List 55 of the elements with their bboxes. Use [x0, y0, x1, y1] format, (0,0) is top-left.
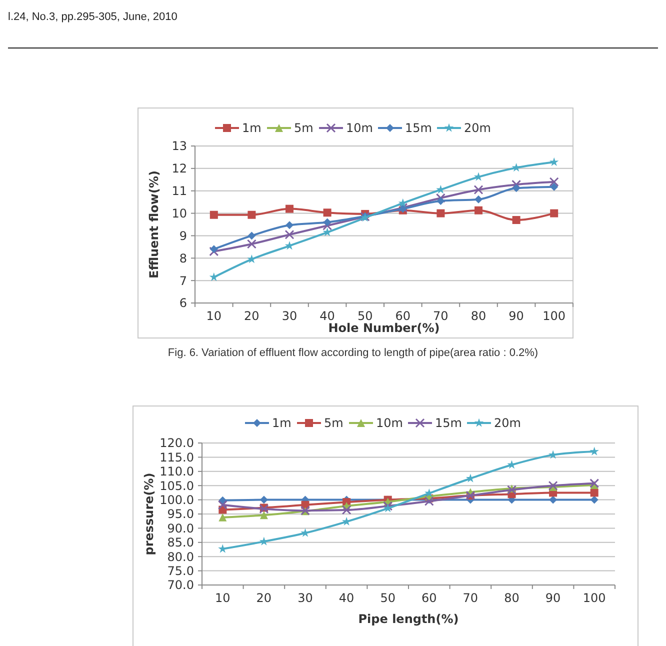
x-axis-title: Pipe length(%) — [358, 612, 459, 626]
legend-label: 1m — [242, 121, 262, 136]
y-tick-label: 9 — [179, 228, 187, 243]
x-tick-label: 90 — [508, 309, 524, 323]
y-axis-title: Effluent flow(%) — [147, 170, 161, 278]
x-tick-label: 20 — [244, 309, 260, 323]
legend-label: 5m — [324, 416, 344, 430]
x-tick-label: 10 — [206, 309, 222, 323]
x-tick-label: 100 — [542, 309, 566, 323]
x-tick-label: 10 — [215, 591, 230, 605]
x-tick-label: 50 — [357, 309, 373, 323]
x-axis-title: Hole Number(%) — [328, 321, 440, 335]
y-tick-label: 8 — [179, 251, 187, 266]
x-tick-label: 60 — [422, 591, 437, 605]
y-tick-label: 6 — [179, 296, 187, 310]
y-tick-label: 100.0 — [160, 493, 194, 507]
legend-label: 10m — [346, 121, 373, 136]
y-tick-label: 115.0 — [160, 450, 194, 464]
y-tick-label: 95.0 — [167, 507, 194, 522]
x-tick-label: 50 — [380, 591, 396, 605]
y-tick-label: 70.0 — [167, 578, 194, 592]
y-tick-label: 90.0 — [167, 521, 194, 536]
caption: Fig. 6. Variation of effluent flow according to length of pipe(area ratio : 0.2%) — [168, 347, 538, 359]
legend-label: 1m — [272, 416, 292, 430]
x-tick-label: 90 — [545, 591, 561, 605]
y-tick-label: 7 — [179, 274, 187, 288]
y-tick-label: 11 — [172, 184, 187, 198]
x-tick-label: 60 — [395, 309, 411, 323]
y-axis-title: pressure(%) — [142, 472, 156, 556]
x-tick-label: 80 — [470, 309, 486, 323]
x-tick-label: 80 — [504, 591, 520, 605]
x-tick-label: 30 — [298, 591, 313, 605]
x-tick-label: 30 — [282, 309, 298, 323]
legend-label: 15m — [435, 416, 462, 430]
x-tick-label: 20 — [256, 591, 272, 605]
y-tick-label: 120.0 — [160, 436, 194, 450]
x-tick-label: 70 — [433, 309, 448, 323]
y-tick-label: 110.0 — [160, 464, 194, 479]
text: l.24, No.3, pp.295-305, June, 2010 — [8, 11, 178, 23]
y-tick-label: 10 — [172, 206, 187, 220]
y-tick-label: 75.0 — [167, 564, 194, 578]
legend-label: 10m — [376, 416, 403, 430]
y-tick-label: 12 — [172, 162, 187, 176]
y-tick-label: 80.0 — [167, 550, 194, 564]
y-tick-label: 13 — [172, 139, 187, 154]
legend-label: 15m — [405, 121, 432, 136]
y-tick-label: 105.0 — [160, 478, 194, 493]
legend-label: 5m — [294, 121, 314, 136]
x-tick-label: 100 — [582, 591, 606, 605]
legend-label: 20m — [494, 416, 521, 430]
legend-label: 20m — [464, 121, 491, 136]
y-tick-label: 85.0 — [167, 536, 194, 550]
x-tick-label: 40 — [338, 591, 354, 605]
x-tick-label: 40 — [320, 309, 335, 323]
x-tick-label: 70 — [462, 591, 478, 605]
